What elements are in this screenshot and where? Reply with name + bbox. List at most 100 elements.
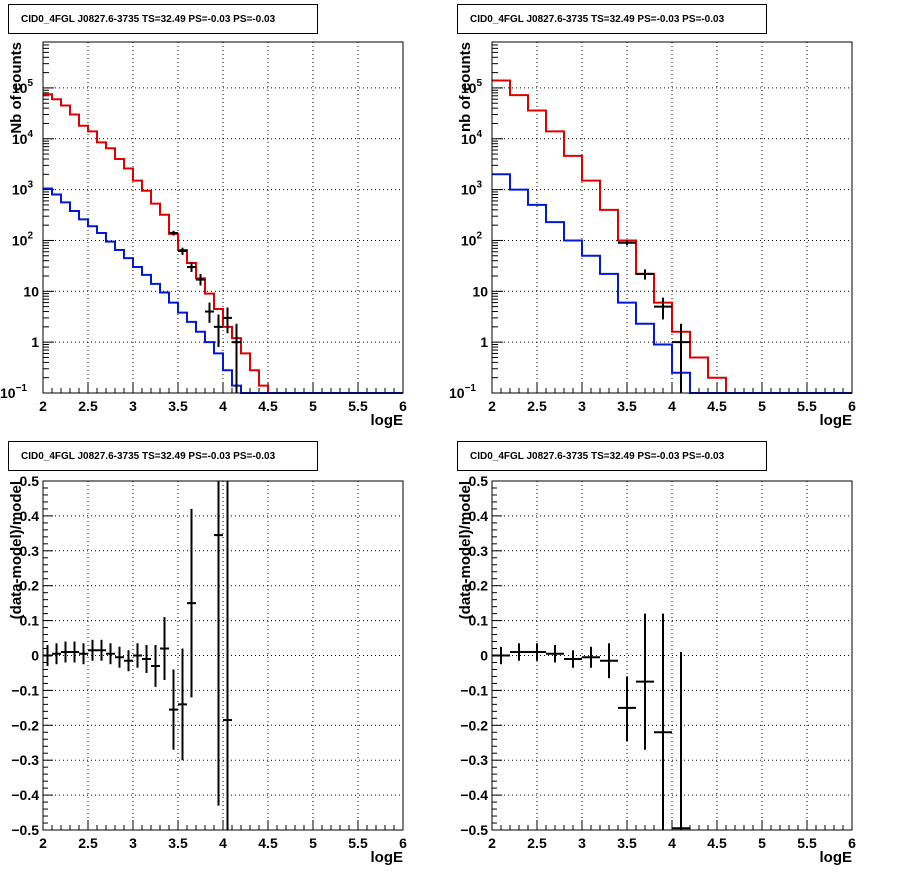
y-tick-label: 0.3 <box>469 543 489 559</box>
y-tick-label: 0.2 <box>469 578 489 594</box>
series-line <box>492 173 852 394</box>
chart-counts-left: CID0_4FGL J0827.6-3735 TS=32.49 PS=-0.03… <box>0 0 449 437</box>
y-tick-label: −0.4 <box>11 787 39 803</box>
y-tick-label: 10−1 <box>449 383 476 401</box>
data-point <box>178 648 187 761</box>
y-tick-label: 0.4 <box>20 508 40 524</box>
x-axis-label: logE <box>820 412 853 429</box>
plot-area: 2 2.5 3 3.5 4 4.5 5 5.5 6 −0.5 −0.4 −0.3 −0.2 −0.1 0 0.… <box>457 473 856 866</box>
data-point <box>160 617 169 680</box>
x-tick-label: 4 <box>668 398 676 414</box>
y-tick-label: 10−1 <box>0 383 27 401</box>
y-tick-label: 105 <box>461 78 483 96</box>
data-point <box>97 639 106 661</box>
x-tick-label: 5.5 <box>797 398 817 414</box>
y-tick-label: 102 <box>461 230 483 248</box>
data-point <box>582 646 600 668</box>
data-point <box>205 302 214 323</box>
x-tick-label: 4.5 <box>258 398 278 414</box>
plot-frame <box>491 480 853 831</box>
data-point <box>654 613 672 830</box>
x-tick-label: 2 <box>488 835 496 851</box>
y-axis-label: (data-model)/model <box>457 481 474 619</box>
data-point <box>115 646 124 668</box>
chart-residuals-left: CID0_4FGL J0827.6-3735 TS=32.49 PS=-0.03… <box>0 437 449 875</box>
x-tick-label: 3.5 <box>617 835 637 851</box>
data-point <box>214 314 223 348</box>
data-point <box>106 643 115 665</box>
data-point <box>232 323 241 393</box>
y-tick-label: 102 <box>12 230 34 248</box>
x-tick-label: 2.5 <box>527 835 547 851</box>
x-tick-label: 4.5 <box>258 835 278 851</box>
data-point <box>618 240 636 246</box>
x-tick-label: 5.5 <box>348 835 368 851</box>
x-tick-label: 2.5 <box>527 398 547 414</box>
data-point <box>528 643 546 661</box>
data-point <box>600 643 618 679</box>
y-tick-label: 1 <box>31 334 39 350</box>
data-point <box>142 645 151 673</box>
y-tick-label: 0.5 <box>20 473 40 489</box>
x-tick-label: 4 <box>219 835 227 851</box>
data-point <box>564 650 582 668</box>
chart-counts-right: CID0_4FGL J0827.6-3735 TS=32.49 PS=-0.03… <box>449 0 898 437</box>
x-tick-label: 4.5 <box>707 835 727 851</box>
plot-frame <box>491 41 853 394</box>
data-point <box>88 639 97 661</box>
y-tick-label: 0.1 <box>20 613 40 629</box>
x-tick-label: 2 <box>39 398 47 414</box>
data-point <box>654 297 672 320</box>
x-axis-label: logE <box>371 412 404 429</box>
y-tick-label: 104 <box>461 129 483 147</box>
y-tick-label: 0 <box>31 648 39 664</box>
y-tick-label: −0.3 <box>11 752 39 768</box>
data-point <box>169 669 178 750</box>
y-tick-label: 10 <box>472 283 488 299</box>
data-point <box>61 641 70 663</box>
y-tick-label: −0.5 <box>460 822 488 838</box>
y-tick-label: −0.1 <box>11 682 39 698</box>
data-point <box>151 645 160 687</box>
chart-title: CID0_4FGL J0827.6-3735 TS=32.49 PS=-0.03… <box>8 441 318 471</box>
data-point <box>510 643 528 661</box>
x-tick-label: 6 <box>399 835 407 851</box>
x-tick-label: 4.5 <box>707 398 727 414</box>
x-tick-label: 5 <box>309 835 317 851</box>
x-tick-label: 6 <box>399 398 407 414</box>
data-point <box>43 645 52 666</box>
data-point <box>169 230 178 236</box>
data-point <box>214 481 223 806</box>
x-tick-label: 5.5 <box>797 835 817 851</box>
data-point <box>223 307 232 334</box>
y-axis-label: (data-model)/model <box>8 481 25 619</box>
plot-area: 2 2.5 3 3.5 4 4.5 5 5.5 6 −0.5 −0.4 −0.3 −0.2 −0.1 0 0.… <box>8 473 407 866</box>
data-point <box>492 646 510 665</box>
x-tick-label: 3 <box>578 835 586 851</box>
data-point <box>52 643 61 665</box>
plot-area: 2 2.5 3 3.5 4 4.5 5 5.5 6 10−1 1 10 102 103 104 105 logE… <box>0 41 407 429</box>
x-tick-label: 2 <box>488 398 496 414</box>
x-tick-label: 2.5 <box>78 398 98 414</box>
data-point <box>187 508 196 698</box>
chart-title: CID0_4FGL J0827.6-3735 TS=32.49 PS=-0.03… <box>457 4 767 34</box>
x-tick-label: 3 <box>578 398 586 414</box>
x-tick-label: 3.5 <box>168 398 188 414</box>
x-tick-label: 5 <box>758 398 766 414</box>
plot-area: 2 2.5 3 3.5 4 4.5 5 5.5 6 10−1 1 10 102 103 104 105 logE… <box>449 41 856 429</box>
data-point <box>124 650 133 672</box>
y-tick-label: 104 <box>12 129 34 147</box>
y-tick-label: −0.4 <box>460 787 488 803</box>
x-tick-label: 3.5 <box>168 835 188 851</box>
y-tick-label: 0.3 <box>20 543 40 559</box>
y-tick-label: 103 <box>12 180 34 198</box>
data-point <box>618 676 636 742</box>
y-tick-label: 0.5 <box>469 473 489 489</box>
data-point <box>79 643 88 665</box>
y-tick-label: −0.2 <box>460 717 488 733</box>
x-tick-label: 5 <box>758 835 766 851</box>
y-tick-label: 0.2 <box>20 578 40 594</box>
x-tick-label: 4 <box>668 835 676 851</box>
x-tick-label: 3 <box>129 835 137 851</box>
plot-frame <box>42 41 404 394</box>
